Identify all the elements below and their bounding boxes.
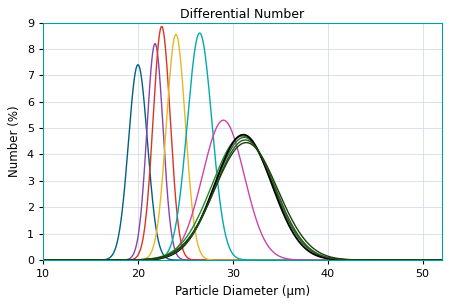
Title: Differential Number: Differential Number <box>180 8 304 21</box>
Y-axis label: Number (%): Number (%) <box>9 106 21 177</box>
X-axis label: Particle Diameter (μm): Particle Diameter (μm) <box>175 285 310 298</box>
